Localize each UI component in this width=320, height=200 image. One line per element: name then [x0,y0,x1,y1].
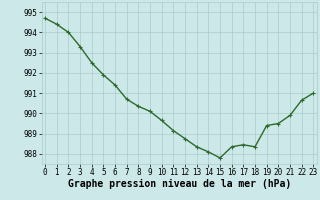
X-axis label: Graphe pression niveau de la mer (hPa): Graphe pression niveau de la mer (hPa) [68,179,291,189]
